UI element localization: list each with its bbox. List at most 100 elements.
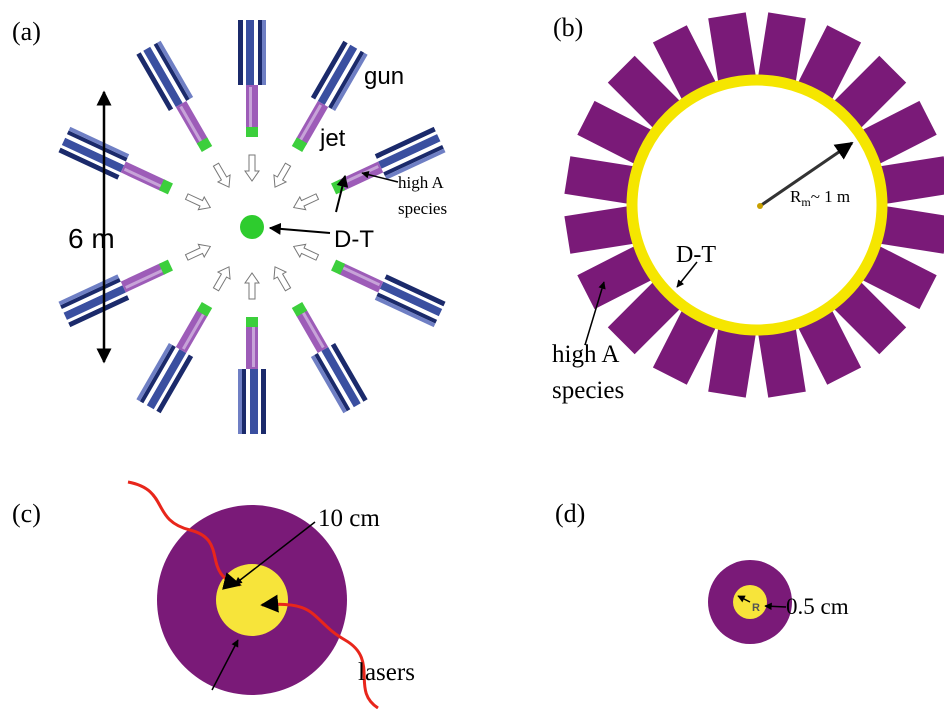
gun [292, 126, 446, 211]
flow-arrow [184, 193, 212, 211]
fuel-label: D-T [334, 226, 374, 253]
gun-rail [156, 354, 194, 414]
liner-block [795, 25, 862, 105]
gun-rail [324, 48, 361, 108]
jet-tip [291, 137, 308, 153]
gun-rail [321, 346, 361, 408]
center [757, 203, 763, 209]
radius-symbol: R [752, 602, 760, 614]
gun-rail [383, 144, 444, 177]
gun-rail [314, 352, 351, 412]
liner-block [795, 305, 862, 385]
gun-rail [261, 369, 266, 434]
jet-tip [196, 137, 213, 153]
fuel-label: D-T [676, 242, 716, 268]
gun-rail [246, 369, 250, 434]
gun [292, 243, 446, 328]
gun-rail [243, 20, 246, 85]
gun-rail [378, 134, 441, 169]
gun-rail [379, 281, 443, 317]
panel-label: (d) [555, 499, 585, 528]
gun-rail [146, 348, 187, 410]
jet-highlight [249, 87, 252, 127]
flow-arrow [184, 243, 212, 261]
jet-highlight [182, 313, 205, 350]
species-label: high A [552, 341, 619, 368]
gun-rail [328, 50, 365, 110]
gun-rail [376, 131, 438, 162]
radius-subscript: m [801, 195, 811, 209]
flow-arrow [244, 272, 260, 300]
laser [127, 480, 242, 590]
liner-block [757, 322, 806, 398]
liner-block [708, 322, 757, 398]
gun-rail [383, 278, 444, 310]
species-label: species [552, 377, 624, 404]
arrow [211, 639, 239, 691]
jet-tip [291, 301, 308, 317]
species-label: high A [398, 173, 445, 192]
gun-rail [381, 141, 443, 173]
liner-block [708, 12, 757, 88]
liner-block [652, 305, 719, 385]
gun-rail [310, 354, 347, 414]
gun [238, 272, 266, 434]
gun-rail [238, 20, 243, 85]
gun-rail [315, 43, 351, 102]
gun-rail [317, 350, 354, 410]
gun-rail [150, 44, 187, 104]
gun-rail [384, 274, 446, 307]
arrow [234, 521, 316, 585]
jet-highlight [299, 104, 322, 141]
jet-highlight [123, 167, 162, 188]
arrow [764, 602, 787, 611]
flow-arrow [292, 243, 320, 261]
radius-symbol: R [790, 187, 802, 206]
flow-arrow [212, 266, 231, 292]
lasers-label: lasers [358, 659, 415, 686]
gun-rail [143, 346, 180, 406]
gun-rail [153, 352, 189, 411]
gun-rail [143, 46, 183, 108]
gun-rail [310, 40, 348, 100]
liner-block [857, 100, 937, 167]
gun-rail [376, 292, 438, 324]
gun-rail [317, 44, 358, 106]
arrow [737, 595, 751, 603]
gun-rail [258, 369, 261, 434]
jet-label: jet [319, 125, 346, 152]
gun-label: gun [364, 63, 404, 90]
flow-arrow [273, 162, 292, 188]
arrow [584, 281, 606, 346]
gun [58, 126, 212, 211]
gun-rail [258, 20, 262, 85]
flow-arrow [273, 266, 292, 292]
jet-highlight [341, 165, 379, 185]
arrow [335, 174, 349, 213]
jet-tip [158, 179, 173, 195]
jet-tip [331, 259, 346, 275]
gun [136, 40, 231, 188]
dt-ring [626, 74, 888, 336]
panel-label: (a) [12, 17, 41, 46]
liner-block [874, 205, 944, 254]
arrow [676, 261, 698, 288]
laser [260, 594, 379, 709]
size-label: 0.5 cm [786, 594, 849, 619]
dt-target [240, 215, 264, 239]
gun-rail [250, 369, 258, 434]
panel-label: (c) [12, 499, 41, 528]
liner-block [577, 100, 657, 167]
size-label: 10 cm [318, 505, 380, 532]
gun-rail [262, 20, 266, 85]
gun-rail [136, 52, 174, 112]
arrow [268, 222, 331, 235]
jet-highlight [125, 269, 163, 289]
gun-rail [242, 369, 246, 434]
gun [273, 40, 368, 188]
gun [238, 20, 266, 182]
liner-block [874, 156, 944, 205]
radius-value: ~ 1 m [811, 187, 850, 206]
